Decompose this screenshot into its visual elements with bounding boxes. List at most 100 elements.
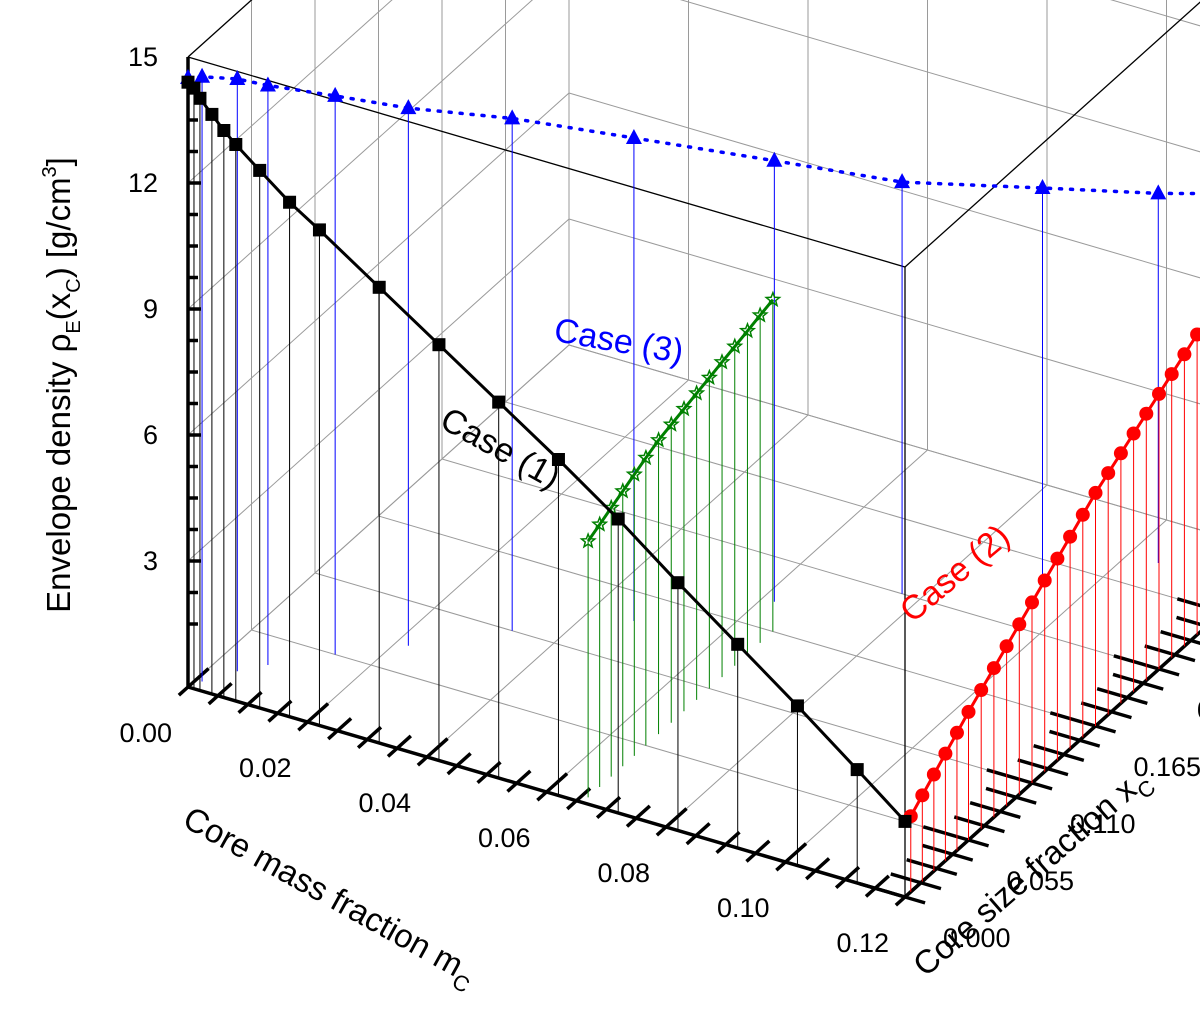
x-tick — [297, 720, 309, 732]
data-point-star — [649, 430, 668, 448]
y-tick — [904, 895, 926, 905]
y-tick — [1063, 752, 1085, 763]
data-point-circle — [1177, 347, 1192, 362]
x-tick — [327, 729, 339, 741]
data-point-square — [253, 163, 267, 177]
data-point-circle — [1152, 386, 1166, 401]
data-point-square — [229, 138, 243, 151]
z-axis-title: Envelope density ρE(xC) [g/cm3] — [39, 157, 85, 613]
data-point-circle — [915, 788, 930, 803]
z-tick-label: 6 — [143, 420, 158, 450]
y-tick — [922, 843, 954, 856]
data-point-circle — [1190, 327, 1200, 342]
x-tick — [336, 717, 353, 733]
case-3-label: Case (3) — [551, 311, 686, 371]
x-tick — [186, 667, 210, 689]
y-tick — [1144, 644, 1176, 657]
data-point-circle — [1012, 617, 1027, 632]
back-wall-grid-line — [1110, 0, 1200, 27]
x-tick-label: 0.08 — [597, 858, 650, 888]
x-tick — [356, 738, 369, 750]
x-tick — [784, 842, 808, 864]
x-tick — [814, 857, 831, 873]
floor-grid-line — [441, 458, 1160, 670]
x-tick — [655, 825, 668, 837]
data-point-circle — [1075, 507, 1090, 522]
floor-grid-line — [251, 629, 969, 841]
z-axis-title-main: Envelope density ρ — [40, 334, 77, 613]
data-point-square — [790, 699, 804, 713]
data-point-triangle — [259, 76, 276, 92]
data-point-circle — [1164, 367, 1179, 382]
x-tick — [386, 746, 399, 758]
y-tick — [1096, 687, 1128, 700]
series-line — [909, 327, 1200, 817]
x-tick-label: 0.02 — [239, 753, 292, 783]
data-point-star — [700, 368, 719, 386]
data-point-circle — [1050, 551, 1065, 566]
x-tick — [715, 843, 727, 855]
y-axis-title: Core size fraction xC — [906, 770, 1161, 984]
x-tick — [625, 816, 638, 828]
data-point-circle — [949, 725, 964, 740]
y-tick — [890, 872, 922, 885]
data-point-square — [193, 91, 207, 105]
x-tick — [237, 703, 249, 715]
box-edge — [187, 56, 906, 268]
left-wall-grid-line — [187, 0, 533, 310]
x-tick — [267, 711, 279, 723]
x-tick — [566, 799, 578, 811]
data-point-square — [731, 637, 745, 651]
data-point-star — [591, 515, 609, 532]
x-tick — [873, 874, 891, 890]
x-tick — [775, 860, 787, 872]
x-tick — [664, 807, 688, 829]
x-tick — [177, 685, 190, 697]
y-tick-label: 0.055 — [1007, 866, 1075, 896]
data-point-circle — [1037, 573, 1052, 588]
x-tick — [515, 769, 532, 785]
data-point-circle — [961, 704, 976, 719]
x-tick-label: 0.06 — [478, 823, 531, 853]
data-point-circle — [938, 746, 953, 761]
x-tick — [485, 760, 502, 776]
x-tick — [545, 772, 569, 794]
series-4 — [579, 290, 782, 798]
y-tick — [859, 882, 906, 899]
y-tick — [1142, 681, 1164, 691]
y-tick — [1190, 638, 1200, 646]
data-point-star — [764, 290, 782, 308]
data-point-star — [738, 321, 757, 339]
data-point-circle — [1063, 529, 1078, 544]
y-tick — [1126, 695, 1148, 706]
svg-text:Envelope density ρE(xC) [g/cm3: Envelope density ρE(xC) [g/cm3] — [39, 157, 85, 613]
y-tick — [1158, 667, 1180, 677]
x-tick — [685, 834, 698, 846]
data-point-square — [671, 576, 685, 590]
x-axis-title-main: Core mass fraction m — [178, 799, 470, 983]
y-tick — [1080, 701, 1112, 714]
y-tick-label: 0.000 — [943, 923, 1011, 953]
data-point-triangle — [1034, 179, 1051, 194]
x-tick — [395, 734, 413, 750]
floor-grid-line — [314, 572, 1033, 784]
left-wall-grid-line — [187, 344, 570, 688]
x-tick-label: 0.10 — [717, 893, 770, 923]
y-tick-label: 0.165 — [1134, 752, 1200, 782]
y-tick-label: 0.220 — [1197, 695, 1200, 725]
y-tick-label: 0.110 — [1070, 809, 1136, 839]
data-point-circle — [1088, 485, 1103, 500]
data-point-star — [751, 306, 769, 323]
y-tick — [999, 809, 1021, 820]
y-tick — [1095, 724, 1117, 734]
left-wall-grid-line — [187, 218, 570, 562]
x-tick — [805, 869, 817, 881]
y-tick — [1047, 767, 1069, 777]
svg-text:Case (3): Case (3) — [551, 311, 686, 371]
grid-layer — [187, 0, 1200, 898]
data-point-triangle — [625, 129, 642, 145]
series-line — [186, 74, 1200, 196]
z-tick-label: 9 — [143, 294, 158, 324]
x-tick — [745, 851, 757, 863]
x-tick — [595, 808, 608, 820]
